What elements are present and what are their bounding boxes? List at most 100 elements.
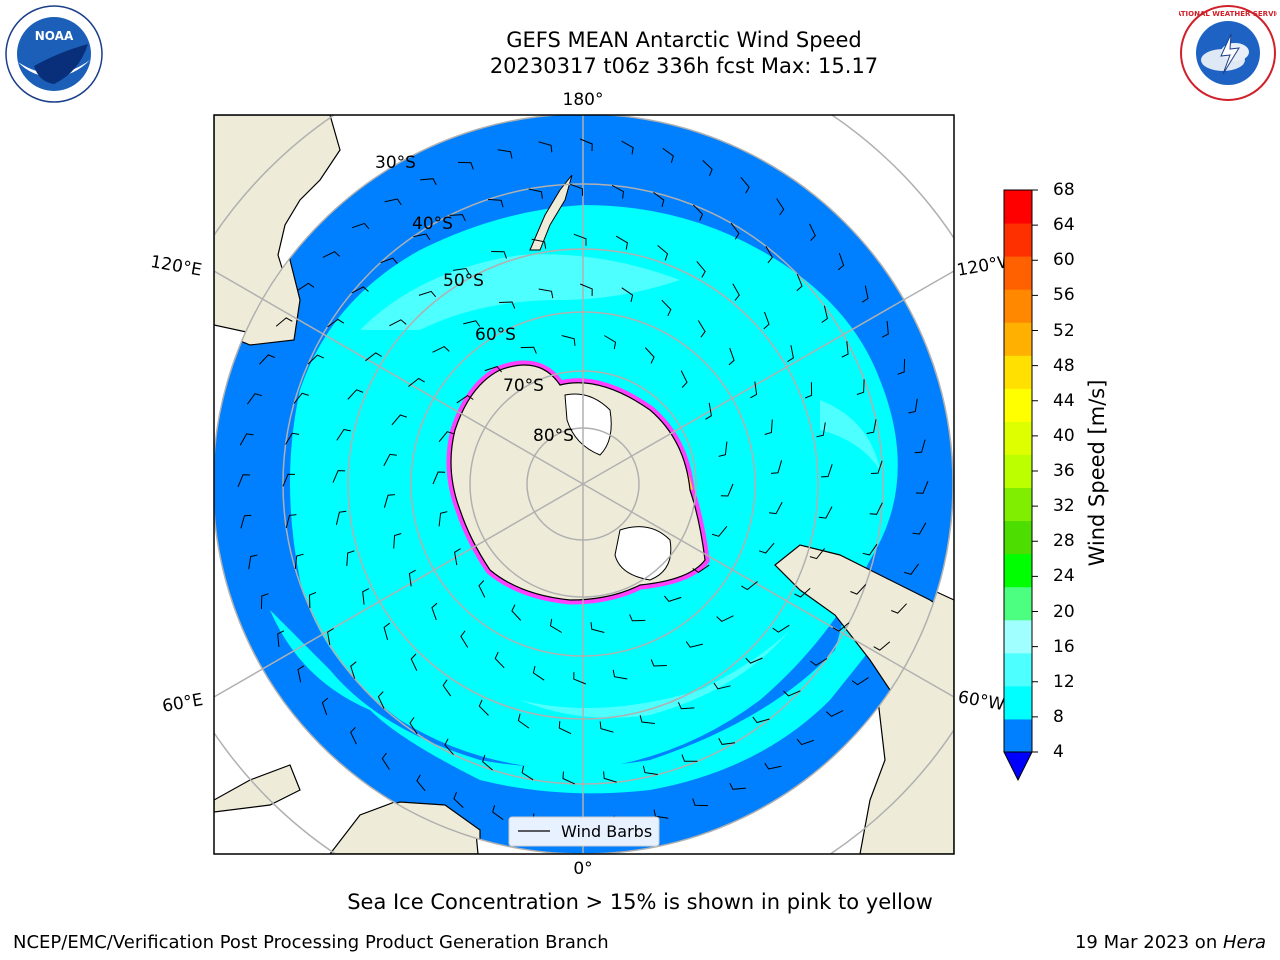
wind-barb: [861, 285, 869, 303]
wind-barb: [873, 641, 891, 651]
latitude-label-60s: 60°S: [475, 325, 516, 345]
wind-barb: [393, 533, 402, 549]
wind-barb: [377, 691, 385, 709]
wind-barb: [384, 198, 402, 206]
wind-barb: [912, 522, 927, 535]
wind-barb: [685, 641, 703, 648]
nws-logo-text: NATIONAL WEATHER SERVICE: [1179, 10, 1277, 18]
sea-ice-caption: Sea Ice Concentration > 15% is shown in …: [347, 890, 933, 914]
wind-barb: [558, 721, 572, 735]
wind-barb: [664, 595, 682, 602]
wind-barb: [783, 690, 801, 697]
wind-barb: [350, 726, 357, 745]
wind-barb: [851, 677, 869, 686]
wind-barb: [681, 754, 698, 762]
wind-barb: [720, 483, 734, 497]
wind-barb: [491, 251, 507, 259]
wind-barb: [350, 661, 357, 679]
meridian-label-60e: 60°E: [161, 690, 205, 717]
wind-field: [214, 115, 953, 854]
wind-barb: [662, 147, 674, 163]
wind-barb: [642, 765, 658, 775]
wind-barb: [432, 345, 450, 353]
wind-barb: [383, 453, 397, 467]
colorbar-tick-label: 8: [1053, 706, 1064, 727]
nws-logo: NATIONAL WEATHER SERVICE: [1179, 5, 1277, 101]
wind-barb: [538, 141, 553, 153]
wind-barb: [240, 514, 252, 529]
wind-barb: [511, 604, 522, 621]
colorbar-tick-label: 28: [1053, 531, 1075, 552]
wind-barb: [772, 624, 790, 633]
wind-barb: [449, 214, 466, 222]
colorbar-tick-label: 52: [1053, 320, 1075, 341]
wind-barb: [718, 441, 728, 457]
wind-barb: [728, 347, 735, 366]
meridian-label-0: 0°: [573, 859, 592, 879]
wind-barb: [285, 514, 297, 529]
wind-barb: [763, 311, 770, 330]
colorbar-segment: [1004, 586, 1032, 621]
latitude-label-50s: 50°S: [443, 271, 484, 291]
wind-barb: [821, 305, 828, 323]
wind-barb: [841, 341, 849, 358]
colorbar-segment: [1004, 619, 1032, 654]
wind-barb: [260, 593, 269, 610]
wind-barb: [869, 502, 883, 515]
wind-barb: [881, 321, 889, 338]
wind-barb: [816, 422, 826, 438]
wind-barb: [661, 299, 672, 317]
wind-barb: [532, 665, 545, 681]
wind-barb: [499, 301, 516, 309]
wind-barb: [275, 317, 293, 327]
wind-barb: [612, 669, 628, 680]
colorbar-tick-label: 20: [1053, 601, 1075, 622]
wind-barb: [825, 710, 844, 717]
date-stamp: 19 Mar 2023 on Hera: [1075, 932, 1266, 953]
wind-barb: [246, 393, 262, 405]
latitude-label-40s: 40°S: [412, 214, 453, 234]
wind-barb: [478, 580, 486, 598]
wind-barb: [478, 699, 489, 716]
wind-barb: [677, 702, 695, 710]
wind-barb: [517, 713, 530, 729]
latitude-label-70s: 70°S: [503, 376, 544, 396]
wind-barb: [237, 474, 251, 488]
latitude-label-80s: 80°S: [533, 426, 574, 446]
wind-barb: [621, 140, 634, 155]
wind-barb: [561, 335, 576, 346]
wind-barb: [346, 550, 355, 567]
meridian-label-60w: 60°W: [956, 687, 1006, 715]
wind-barb: [239, 433, 254, 446]
wind-barb: [850, 584, 867, 595]
colorbar-tick-label: 68: [1053, 180, 1075, 200]
colorbar-segment: [1004, 421, 1032, 455]
wind-barb: [705, 402, 712, 420]
wind-barb: [381, 752, 390, 770]
wind-barb: [809, 548, 825, 560]
wind-barb: [327, 318, 345, 328]
wind-barb: [730, 222, 740, 240]
wind-barb: [321, 697, 329, 716]
colorbar-segment: [1004, 256, 1032, 290]
wind-barb: [740, 176, 750, 194]
wind-barb: [460, 630, 469, 648]
wind-barb: [488, 198, 504, 208]
wind-barb: [765, 245, 773, 264]
wind-barb: [639, 715, 655, 724]
colorbar-segment: [1004, 652, 1032, 687]
wind-barb: [494, 651, 505, 669]
chart-subtitle: 20230317 t06z 336h fcst Max: 15.17: [489, 54, 879, 78]
wind-barb: [603, 771, 617, 783]
wind-barb: [277, 630, 285, 647]
wind-barb: [416, 774, 426, 792]
wind-barb: [653, 809, 669, 819]
wind-barb: [897, 358, 906, 375]
wind-barb: [769, 501, 783, 515]
wind-barb: [711, 525, 728, 537]
wind-barb: [805, 382, 813, 399]
wind-barb: [362, 588, 370, 605]
system-name: Hera: [1222, 932, 1266, 953]
noaa-logo: NOAA: [5, 5, 103, 103]
colorbar-tick-label: 12: [1053, 671, 1075, 692]
